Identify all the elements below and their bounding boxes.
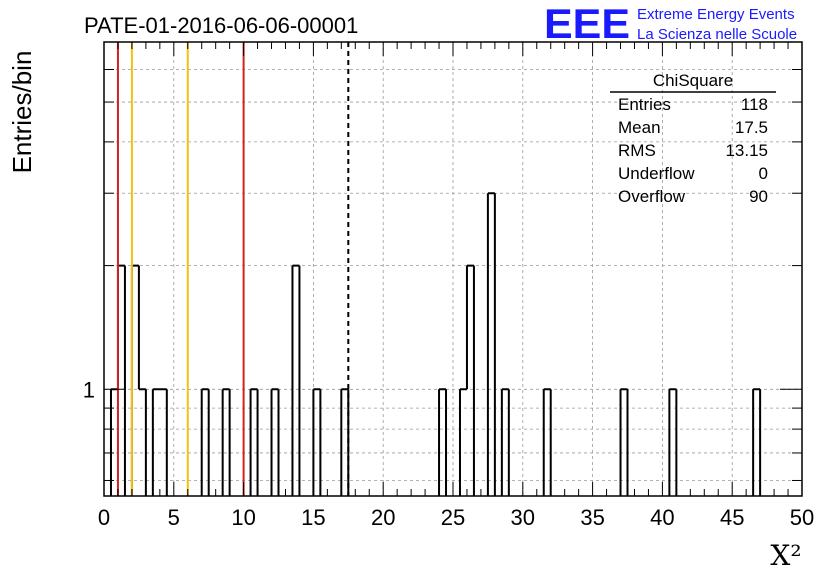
- histogram-outline: [109, 192, 762, 496]
- y-tick-label: 1: [83, 377, 95, 402]
- eee-logo: EEE Extreme Energy Events La Scienza nel…: [544, 0, 797, 47]
- x-tick-label: 5: [168, 505, 180, 530]
- stats-label: Overflow: [618, 187, 686, 206]
- histogram-bin: [272, 389, 279, 496]
- stats-label: RMS: [618, 141, 656, 160]
- x-tick-label: 45: [720, 505, 744, 530]
- eee-logo-line2: La Scienza nelle Scuole: [637, 26, 797, 43]
- x-tick-label: 0: [98, 505, 110, 530]
- histogram-bin: [439, 389, 446, 496]
- x-tick-label: 20: [371, 505, 395, 530]
- stats-value: 17.5: [735, 118, 768, 137]
- histogram-bin: [467, 266, 474, 496]
- reference-lines: [116, 42, 350, 496]
- eee-logo-line1: Extreme Energy Events: [637, 6, 795, 23]
- stats-label: Mean: [618, 118, 661, 137]
- histogram-bin: [202, 389, 209, 496]
- x-tick-label: 10: [231, 505, 255, 530]
- grid-lines: [104, 42, 802, 496]
- histogram-bin: [488, 193, 495, 496]
- x-tick-label: 25: [441, 505, 465, 530]
- x-axis-label: X²: [770, 539, 801, 572]
- chart-title: PATE-01-2016-06-06-00001: [84, 13, 358, 38]
- histogram-bin: [753, 389, 760, 496]
- histogram-bin: [313, 389, 320, 496]
- histogram-bin: [669, 389, 676, 496]
- eee-logo-mark: EEE: [544, 0, 630, 47]
- histogram-bin: [132, 266, 139, 496]
- histogram-bin: [153, 389, 160, 496]
- x-tick-label: 15: [301, 505, 325, 530]
- histogram-bin: [621, 389, 628, 496]
- stats-value: 0: [759, 164, 768, 183]
- stats-label: Entries: [618, 95, 671, 114]
- histogram-bin: [160, 389, 167, 496]
- histogram-bin: [118, 266, 125, 496]
- stats-title: ChiSquare: [653, 71, 733, 90]
- histogram-bin: [502, 389, 509, 496]
- x-tick-label: 30: [511, 505, 535, 530]
- stats-box: ChiSquare Entries 118 Mean 17.5 RMS 13.15 Unde…: [610, 71, 776, 206]
- histogram-bins: [109, 192, 762, 496]
- histogram-bin: [341, 389, 348, 496]
- stats-value: 13.15: [725, 141, 768, 160]
- stats-label: Underflow: [618, 164, 695, 183]
- x-tick-label: 40: [650, 505, 674, 530]
- stats-value: 118: [741, 95, 768, 114]
- x-tick-label: 50: [790, 505, 814, 530]
- histogram-bin: [460, 389, 467, 496]
- stats-value: 90: [749, 187, 768, 206]
- histogram-bin: [223, 389, 230, 496]
- y-axis-label: Entries/bin: [7, 51, 37, 174]
- histogram-bin: [139, 389, 146, 496]
- histogram-bin: [251, 389, 258, 496]
- axes: [103, 41, 803, 497]
- histogram-bin: [292, 266, 299, 496]
- x-tick-label: 35: [580, 505, 604, 530]
- histogram-bin: [544, 389, 551, 496]
- tick-labels: 0 5 10 15 20 25 30 35 40 45 50 1: [83, 377, 814, 530]
